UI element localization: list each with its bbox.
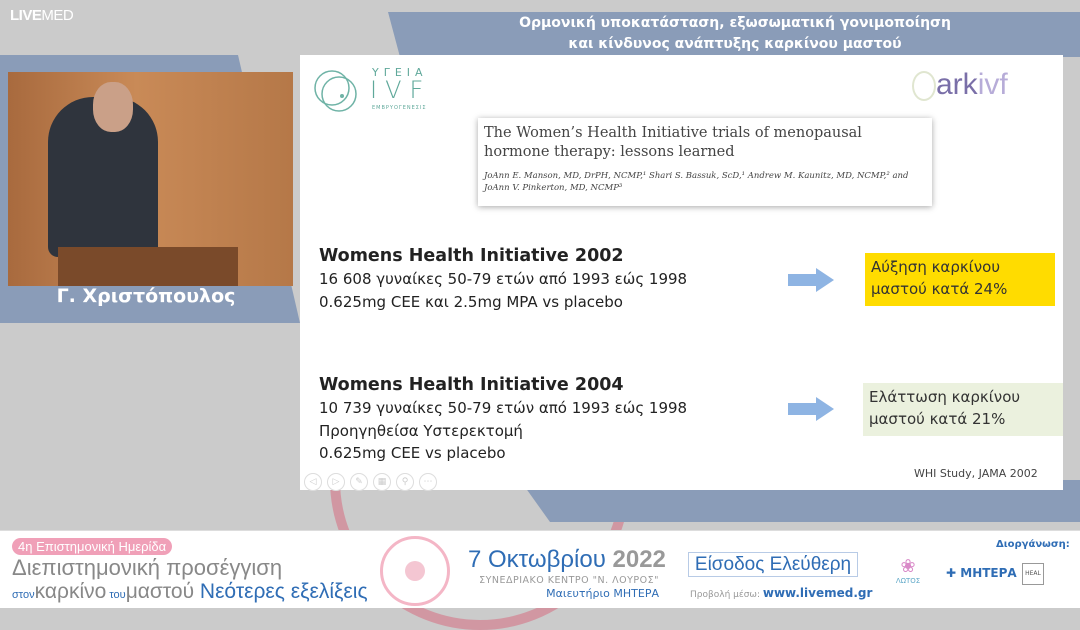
stream-url-link[interactable]: www.livemed.gr [762, 586, 873, 600]
event-venue: ΣΥΝΕΔΡΙΑΚΟ ΚΕΝΤΡΟ "Ν. ΛΟΥΡΟΣ" [479, 575, 659, 586]
arrow-right-icon [788, 397, 834, 421]
sponsor-heal: HEAL [1022, 563, 1044, 585]
zoom-icon[interactable]: ⚲ [396, 473, 414, 491]
stream-info: Προβολή μέσω: www.livemed.gr [690, 586, 873, 600]
ygeia-circles-icon [314, 70, 357, 112]
event-venue2: Μαιευτήριο ΜΗΤΕΡΑ [546, 587, 659, 600]
arrow-right-icon [788, 268, 834, 292]
event-line1: Διεπιστημονική προσέγγιση [12, 555, 283, 580]
previous-icon[interactable]: ◁ [304, 473, 322, 491]
podium [58, 247, 238, 286]
free-entry-badge: Είσοδος Ελεύθερη [688, 552, 858, 577]
more-icon[interactable]: ⋯ [419, 473, 437, 491]
session-title: Ορμονική υποκατάσταση, εξωσωματική γονιμ… [519, 15, 951, 52]
speaker-head [93, 82, 133, 132]
event-emblem-icon [380, 536, 450, 606]
pen-icon[interactable]: ✎ [350, 473, 368, 491]
study-2002: Womens Health Initiative 2002 16 608 γυν… [319, 246, 688, 311]
event-line2: στονκαρκίνο τουμαστού Νεότερες εξελίξεις [12, 580, 368, 603]
ygeia-ivf-logo: ΥΓΕΙΑ IVF ΕΜΒΡΥΟΓΕΝΕΣΙΣ [312, 66, 447, 116]
paper-excerpt: The Women’s Health Initiative trials of … [478, 118, 932, 206]
livemed-logo: LIVEMED [10, 7, 74, 24]
citation: WHI Study, JAMA 2002 [914, 467, 1038, 480]
sponsor-lotos: ❀ ΛΩΤΟΣ [885, 556, 931, 585]
arkivf-emblem-icon [912, 71, 936, 102]
event-tag: 4η Επιστημονική Ημερίδα [12, 538, 173, 555]
speaker-name: Γ. Χριστόπουλος [56, 285, 236, 307]
event-footer [0, 530, 1080, 608]
next-icon[interactable]: ▷ [327, 473, 345, 491]
result-box-decrease: Ελάττωση καρκίνου μαστού κατά 21% [863, 383, 1063, 436]
speaker-video [8, 72, 293, 286]
result-box-increase: Αύξηση καρκίνου μαστού κατά 24% [865, 253, 1055, 306]
lotus-icon: ❀ [900, 556, 916, 577]
arkivf-logo: arkivf [912, 68, 1052, 112]
organizer-label: Διοργάνωση: [996, 539, 1070, 550]
cross-icon: ✚ [946, 566, 957, 580]
study-2004: Womens Health Initiative 2004 10 739 γυν… [319, 375, 688, 462]
slide-controls: ◁ ▷ ✎ ▦ ⚲ ⋯ [304, 473, 437, 491]
slides-icon[interactable]: ▦ [373, 473, 391, 491]
title-banner [388, 12, 1080, 57]
event-date: 7 Οκτωβρίου 2022 [468, 546, 666, 573]
sponsor-mitera: ✚ ΜΗΤΕΡΑ [946, 566, 1017, 580]
